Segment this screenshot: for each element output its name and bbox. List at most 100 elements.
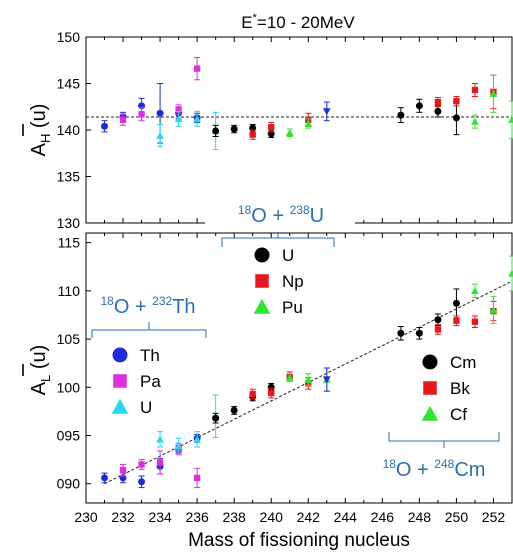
cm-group-label: 18O + 248Cm [383, 457, 486, 481]
upper-cf-triangle-point [508, 115, 513, 123]
upper-plot-frame [85, 36, 513, 224]
lower-bk-square-point [434, 326, 442, 333]
th-group-label: 18O + 232Th [100, 294, 195, 318]
u-legend-label: U [282, 246, 294, 265]
u-group-label: 18O + 238U [238, 203, 324, 227]
upper-cm-circle-point [397, 111, 405, 119]
lower-x-tick-label: 244 [334, 509, 358, 525]
lower-x-tick-label: 252 [482, 509, 506, 525]
u-group-bracket [221, 232, 335, 247]
lower-u-triangle-point [174, 442, 183, 450]
cm-group-label-background [356, 449, 510, 483]
lower-y-tick-label: 090 [57, 476, 81, 492]
lower-x-tick-label: 230 [74, 509, 98, 525]
th-legend-label: U [140, 398, 152, 417]
lower-y-axis-label: AL (u) [28, 345, 53, 396]
lower-u-circle-point [267, 383, 275, 391]
upper-u-triangle-point [156, 131, 164, 139]
lower-cm-circle-point [452, 299, 460, 307]
upper-y-tick-label: 150 [57, 29, 81, 45]
lower-x-tick-label: 234 [148, 509, 172, 525]
upper-extra-triangle-down-point [322, 108, 331, 116]
upper-y-tick-label: 145 [57, 76, 81, 92]
chart-title: E*=10 - 20MeV [241, 12, 355, 32]
lower-cf-triangle-point [471, 287, 479, 295]
upper-th-circle-point [101, 122, 109, 130]
lower-y-tick-label: 110 [58, 283, 81, 299]
th-legend-marker-u [111, 398, 129, 414]
upper-u-circle-point [230, 125, 238, 133]
th-legend-label: Th [140, 346, 160, 365]
lower-cm-circle-point [434, 316, 442, 324]
x-axis-label: Mass of fissioning nucleus [188, 530, 410, 551]
lower-y-tick-label: 105 [57, 331, 81, 347]
u-legend-label: Pu [282, 298, 303, 317]
th-legend: Th Pa U [111, 346, 161, 417]
upper-cf-triangle-point [471, 117, 479, 125]
lower-pa-square-point [138, 461, 145, 468]
upper-u-circle-point [212, 127, 220, 135]
lower-pa-square-point [119, 467, 127, 474]
th-group-bracket [91, 322, 207, 338]
u-legend-label: Np [282, 272, 304, 291]
u-legend-marker-pu [253, 298, 271, 314]
th-legend-label: Pa [140, 372, 161, 391]
lower-th-circle-point [138, 478, 146, 486]
upper-u-triangle-point [193, 114, 201, 122]
cm-legend-marker-bk [423, 381, 437, 395]
lower-np-square-point [249, 390, 256, 398]
upper-pa-square-point [119, 116, 127, 123]
u-legend-marker-u [254, 247, 270, 263]
upper-pa-square-point [138, 111, 145, 118]
upper-y-tick-label: 130 [57, 215, 81, 231]
upper-cm-circle-point [452, 114, 460, 122]
lower-bk-square-point [471, 318, 479, 325]
cm-legend-marker-cf [421, 405, 439, 421]
cm-legend: Cm Bk Cf [421, 353, 476, 424]
upper-np-square-point [268, 124, 275, 131]
lower-np-square-point [268, 389, 275, 397]
lower-x-tick-label: 248 [408, 509, 432, 525]
lower-u-circle-point [230, 406, 238, 414]
lower-plot-frame [85, 232, 513, 504]
lower-pa-square-point [156, 459, 164, 466]
lower-x-tick-label: 242 [297, 509, 321, 525]
cm-legend-label: Cm [450, 353, 476, 372]
upper-bk-square-point [434, 98, 442, 106]
lower-pu-triangle-point [304, 375, 313, 383]
lower-x-tick-label: 240 [260, 509, 284, 525]
lower-x-tick-label: 232 [111, 509, 135, 525]
lower-cf-triangle-point [508, 269, 513, 277]
lower-u-circle-point [212, 414, 220, 422]
th-legend-marker-pa [113, 374, 127, 388]
upper-cm-circle-point [434, 107, 442, 115]
upper-y-tick-label: 135 [57, 169, 81, 185]
cm-group-bracket [388, 432, 500, 448]
lower-pa-square-point [193, 474, 201, 482]
lower-y-tick-label: 115 [58, 235, 81, 251]
lower-u-triangle-point [193, 435, 201, 443]
lower-pu-triangle-point [285, 373, 294, 381]
u-legend: U Np Pu [253, 246, 304, 317]
lower-y-tick-label: 100 [57, 379, 81, 395]
lower-u-triangle-point [156, 435, 164, 443]
lower-cm-circle-point [415, 329, 423, 337]
upper-y-axis-label: AH (u) [28, 104, 53, 157]
upper-pu-triangle-point [285, 128, 294, 136]
lower-x-tick-label: 250 [445, 509, 469, 525]
lower-cm-circle-point [397, 329, 405, 337]
lower-th-circle-point [101, 474, 109, 482]
upper-cm-circle-point [415, 102, 423, 110]
u-legend-marker-np [255, 274, 269, 288]
upper-cf-triangle-point [489, 89, 498, 97]
lower-extra-triangle-down-point [322, 376, 331, 384]
upper-bk-square-point [471, 86, 479, 94]
lower-bk-square-point [453, 317, 460, 324]
upper-pu-triangle-point [304, 119, 313, 127]
upper-pa-square-point [193, 65, 201, 72]
th-legend-marker-th [112, 347, 128, 363]
upper-th-circle-point [156, 109, 164, 117]
cm-legend-marker-cm [422, 354, 438, 370]
lower-y-tick-label: 095 [57, 428, 81, 444]
